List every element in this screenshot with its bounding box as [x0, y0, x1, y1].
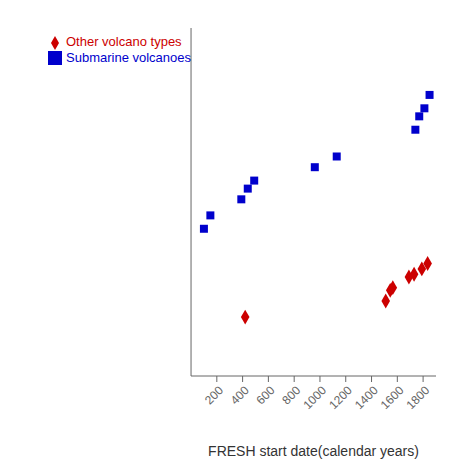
svg-text:800: 800	[279, 383, 303, 407]
svg-text:1200: 1200	[326, 383, 355, 412]
svg-text:600: 600	[254, 383, 278, 407]
html-text:Other volcano types: Other volcano types	[66, 34, 182, 49]
svg-text:1000: 1000	[300, 383, 329, 412]
svg-text:400: 400	[228, 383, 252, 407]
svg-text:1800: 1800	[404, 383, 433, 412]
svg-text:1600: 1600	[378, 383, 407, 412]
html-text:Submarine volcanoes: Submarine volcanoes	[66, 49, 191, 65]
svg-text:200: 200	[202, 383, 226, 407]
svg-text:1400: 1400	[352, 383, 381, 412]
svg-text:FRESH start date(calendar year: FRESH start date(calendar years)	[208, 443, 419, 459]
